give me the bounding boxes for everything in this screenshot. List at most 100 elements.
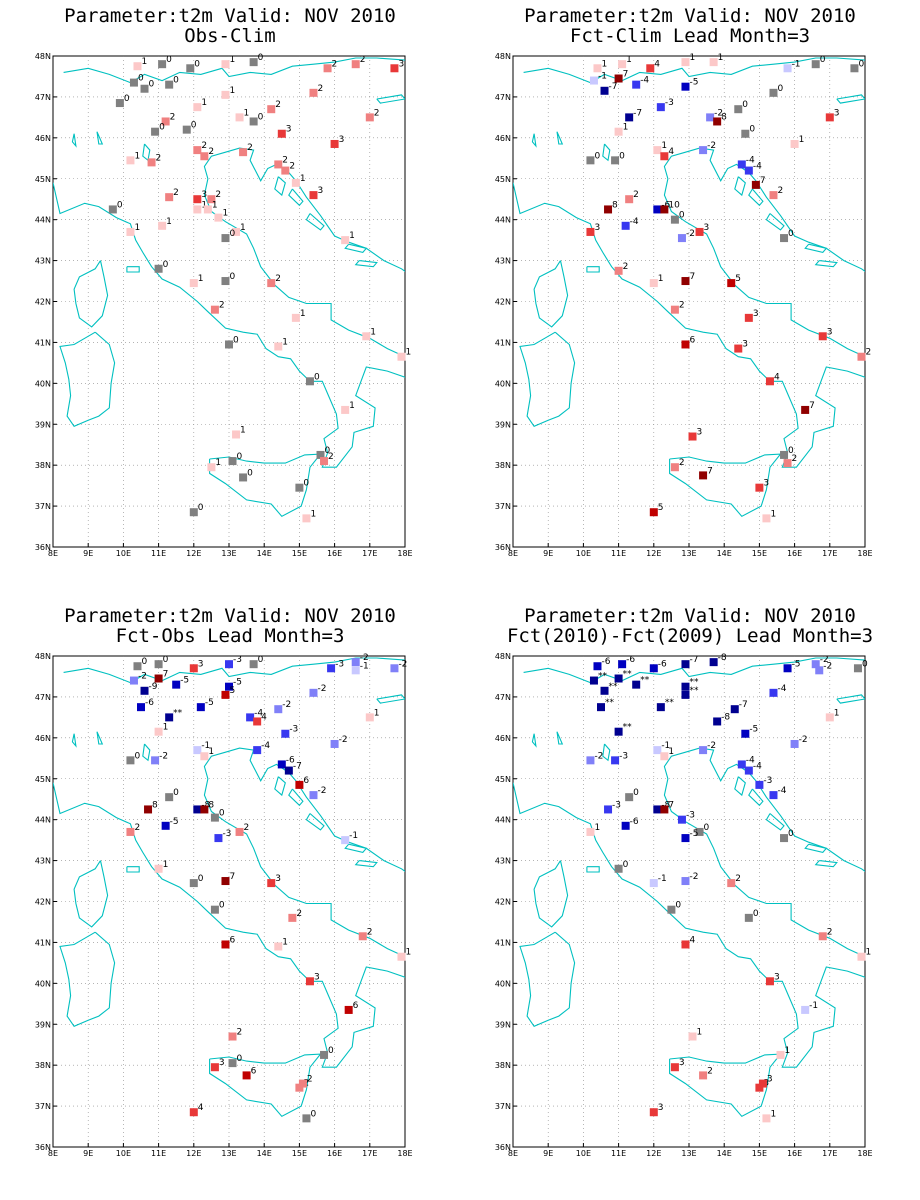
station-marker (200, 152, 209, 161)
station-value-label: 2 (679, 458, 685, 468)
station-value-label: -2 (820, 655, 829, 665)
station-value-label: -2 (360, 653, 369, 663)
lon-tick-label: 16E (327, 549, 342, 558)
lat-tick-label: 44N (35, 816, 51, 825)
lon-tick-label: 13E (221, 1149, 236, 1158)
station-value-label: 7 (689, 272, 695, 282)
coastline (669, 1053, 782, 1117)
station-marker (189, 1108, 198, 1117)
coastline (71, 733, 77, 748)
station-marker (744, 313, 753, 322)
coastline (209, 1053, 322, 1117)
station-marker (649, 279, 658, 288)
station-marker (857, 352, 866, 361)
lat-tick-label: 43N (495, 857, 511, 866)
station-marker (249, 660, 258, 669)
station-value-label: 1 (134, 151, 140, 161)
station-marker (341, 405, 350, 414)
station-value-label: 1 (405, 348, 411, 358)
lat-tick-label: 43N (35, 257, 51, 266)
station-value-label: 1 (310, 509, 316, 519)
coastline (836, 694, 865, 704)
station-marker (165, 713, 174, 722)
station-marker (161, 821, 170, 830)
station-marker (144, 805, 153, 814)
station-value-label: 0 (173, 76, 179, 86)
coastline (804, 243, 828, 254)
station-value-label: 7 (623, 70, 629, 80)
coastline (814, 860, 838, 868)
station-marker (667, 905, 676, 914)
station-marker (358, 932, 367, 941)
lat-tick-label: 48N (35, 52, 51, 61)
station-value-label: 4 (198, 1103, 204, 1113)
coastline (305, 813, 325, 831)
station-value-label: 7 (707, 466, 713, 476)
station-marker (699, 1071, 708, 1080)
station-value-label: -8 (721, 712, 730, 722)
station-marker (193, 195, 202, 204)
coastline (523, 657, 865, 684)
station-value-label: 0 (219, 809, 225, 819)
station-value-label: 3 (774, 972, 780, 982)
coastline (96, 131, 104, 145)
station-value-label: -2 (707, 141, 716, 151)
station-marker (186, 64, 195, 73)
station-marker (158, 60, 167, 69)
station-marker (780, 234, 789, 243)
station-marker (305, 377, 314, 386)
station-marker (783, 664, 792, 673)
station-value-label: -4 (640, 76, 649, 86)
lon-tick-label: 18E (397, 1149, 412, 1158)
station-value-label: 3 (704, 223, 710, 233)
coastlines (513, 657, 865, 1117)
station-marker (755, 1083, 764, 1092)
coastline (305, 213, 325, 231)
lat-tick-label: 41N (35, 938, 51, 947)
lat-tick-label: 46N (35, 734, 51, 743)
panel-title-line1: Parameter:t2m Valid: NOV 2010 (524, 605, 856, 627)
station-value-label: 1 (163, 723, 169, 733)
station-value-label: 1 (141, 57, 147, 67)
station-marker (709, 658, 718, 667)
station-value-label: -4 (746, 755, 755, 765)
station-value-label: ** (605, 698, 615, 708)
station-marker (825, 113, 834, 122)
lat-tick-label: 47N (35, 93, 51, 102)
coastline (288, 788, 304, 807)
station-marker (681, 82, 690, 91)
map-panel-fct-obs: Parameter:t2m Valid: NOV 2010 Fct-Obs Le… (0, 600, 460, 1200)
station-marker (316, 450, 325, 459)
station-marker (210, 305, 219, 314)
lat-tick-label: 45N (35, 775, 51, 784)
station-marker (165, 193, 174, 202)
lat-tick-label: 38N (495, 461, 511, 470)
station-value-label: -7 (293, 762, 302, 772)
station-value-label: -2 (159, 751, 168, 761)
station-marker (239, 473, 248, 482)
lat-tick-label: 41N (35, 338, 51, 347)
station-marker (688, 432, 697, 441)
station-value-label: -4 (630, 217, 639, 227)
station-marker (625, 113, 634, 122)
station-marker (600, 686, 609, 695)
station-value-label: 3 (275, 874, 281, 884)
lat-tick-label: 47N (495, 693, 511, 702)
station-marker (221, 90, 230, 99)
lat-tick-label: 46N (35, 134, 51, 143)
station-marker (621, 221, 630, 230)
station-value-label: 2 (777, 186, 783, 196)
lon-tick-label: 9E (543, 1149, 553, 1158)
station-value-label: -2 (398, 659, 407, 669)
station-value-label: 0 (159, 123, 165, 133)
station-value-label: 2 (328, 452, 334, 462)
station-marker (744, 166, 753, 175)
station-marker (614, 727, 623, 736)
station-marker (660, 205, 669, 214)
station-marker (734, 105, 743, 114)
station-value-label: 2 (332, 59, 338, 69)
station-value-label: 7 (668, 800, 674, 810)
station-marker (291, 313, 300, 322)
station-value-label: -5 (233, 678, 242, 688)
coastline (586, 266, 600, 273)
